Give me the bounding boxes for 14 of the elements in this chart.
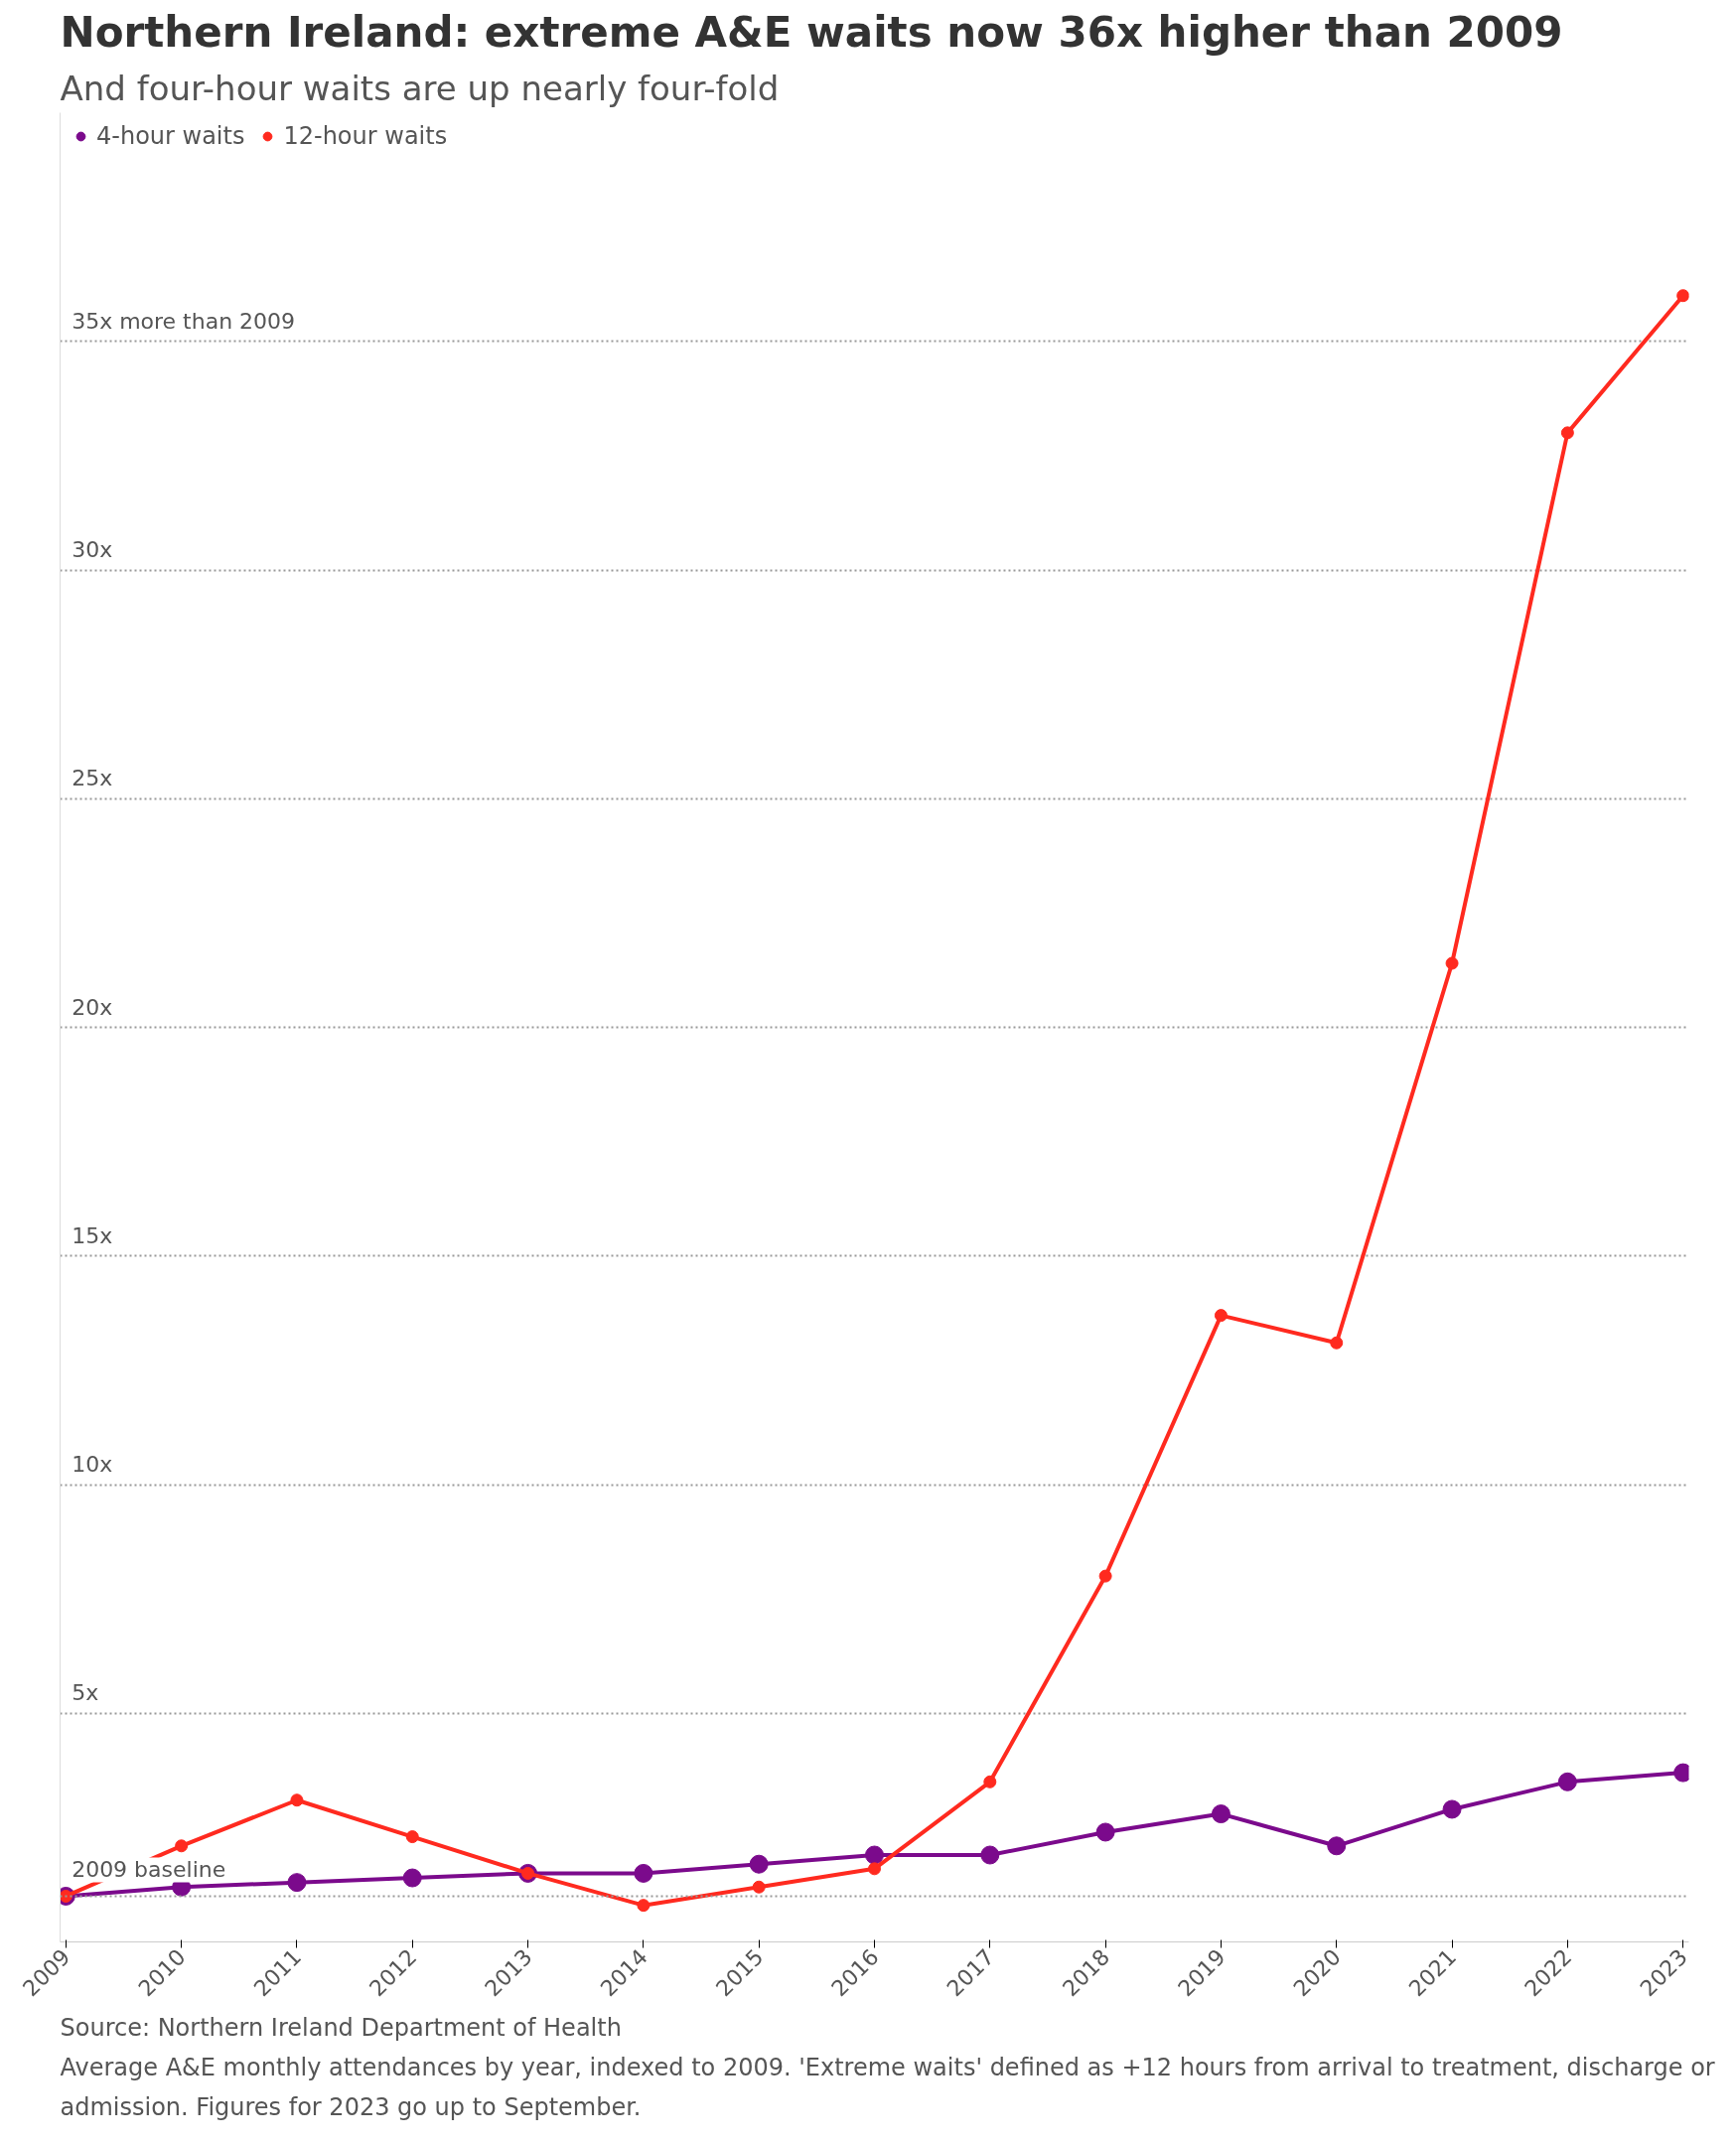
y-tick-label: 15x — [72, 1222, 113, 1248]
legend-label: 12-hour waits — [283, 122, 448, 150]
y-tick-label: 5x — [72, 1680, 99, 1706]
y-tick-label: 30x — [72, 537, 113, 562]
ref-line-label: 2009 baseline — [72, 1857, 226, 1883]
y-tick-label: 25x — [72, 766, 113, 791]
chart-title: Northern Ireland: extreme A&E waits now 36x higher than 2009 — [60, 7, 1563, 57]
chart-subtitle: And four-hour waits are up nearly four-fold — [60, 68, 780, 108]
y-tick-label: 20x — [72, 994, 113, 1020]
text: Average A&E monthly attendances by year, indexed to 2009. 'Extreme waits' defined as +12 hours from arrival to treatment, discharge or admission. Figures for 2023 go up to September. — [60, 2053, 1715, 2121]
legend-label: 4-hour waits — [96, 122, 245, 150]
source-note: Source: Northern Ireland Department of Health — [60, 2013, 622, 2042]
y-tick-label: 35x more than 2009 — [72, 308, 296, 334]
y-tick-label: 10x — [72, 1452, 113, 1477]
